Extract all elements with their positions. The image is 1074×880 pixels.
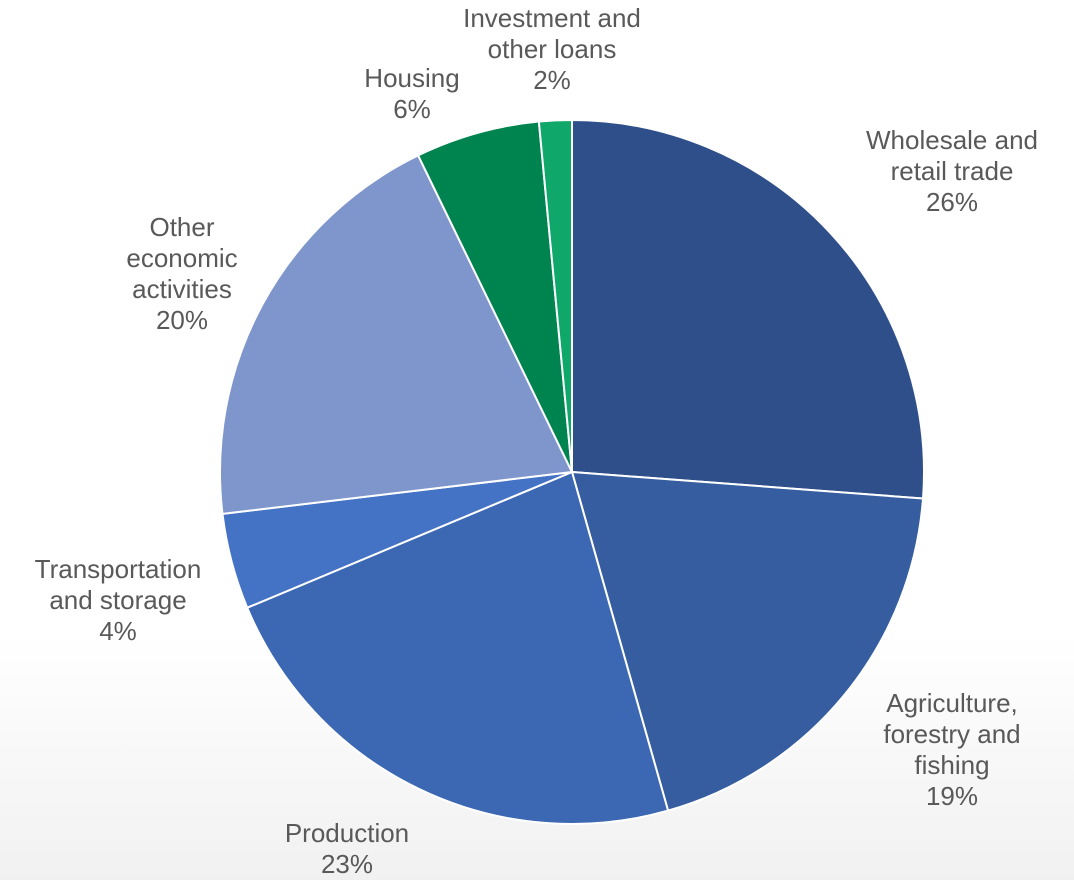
pie-slice: [219, 154, 574, 516]
slice-label: Production 23%: [285, 818, 409, 879]
slice-label: Other economic activities 20%: [126, 212, 237, 335]
slice-label-line: Transportation: [35, 554, 202, 584]
slice-label: Housing 6%: [364, 63, 459, 124]
pie-slice: [245, 470, 670, 825]
pie-slice: [416, 120, 573, 473]
pie-slice: [537, 118, 573, 473]
slice-percent: 26%: [926, 187, 978, 217]
slice-label: Transportation and storage 4%: [35, 554, 202, 646]
slice-label-line: and storage: [49, 585, 186, 615]
slice-percent: 23%: [321, 849, 373, 879]
slice-percent: 19%: [926, 781, 978, 811]
slice-percent: 6%: [393, 94, 431, 124]
slice-label-line: retail trade: [891, 156, 1014, 186]
slice-percent: 2%: [533, 65, 571, 95]
slice-label-line: Investment and: [463, 3, 641, 33]
slice-label-line: Wholesale and: [866, 125, 1038, 155]
pie-slices: [219, 118, 925, 825]
slice-label-line: economic: [126, 243, 237, 273]
slice-label-line: Agriculture,: [886, 688, 1018, 718]
slice-percent: 4%: [99, 616, 137, 646]
slice-label-line: fishing: [914, 750, 989, 780]
slice-label-line: Production: [285, 818, 409, 848]
pie-labels: Wholesale and retail trade 26% Agriculture,…: [35, 3, 1038, 879]
slice-label-line: forestry and: [883, 719, 1020, 749]
slice-label-line: Other: [149, 212, 214, 242]
slice-percent: 20%: [156, 305, 208, 335]
slice-label-line: other loans: [488, 34, 617, 64]
slice-label-line: Housing: [364, 63, 459, 93]
pie-slice: [570, 470, 925, 812]
pie-slice: [571, 118, 925, 500]
slice-label-line: activities: [132, 274, 232, 304]
slice-label: Agriculture, forestry and fishing 19%: [883, 688, 1020, 811]
slice-label: Investment and other loans 2%: [463, 3, 641, 95]
slice-label: Wholesale and retail trade 26%: [866, 125, 1038, 217]
